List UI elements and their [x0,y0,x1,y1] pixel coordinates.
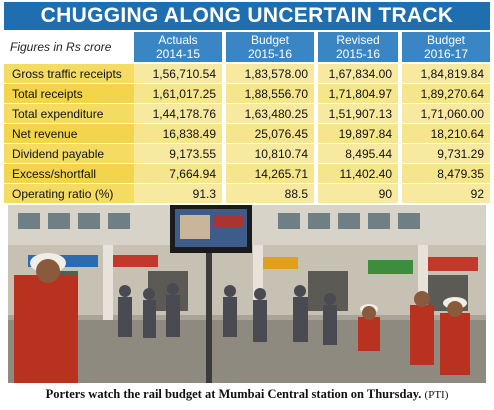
table-cell: 10,810.74 [226,144,314,163]
figures-note: Figures in Rs crore [10,40,112,54]
column-header-budget-2016-17: Budget 2016-17 [402,32,490,62]
table-cell: 1,71,060.00 [402,104,490,123]
table-row: Total receipts 1,61,017.25 1,88,556.70 1… [4,83,490,103]
row-label: Total expenditure [4,104,134,123]
table-row: Dividend payable 9,173.55 10,810.74 8,49… [4,143,490,163]
table-cell: 9,731.29 [402,144,490,163]
table-cell: 1,84,819.84 [402,64,490,83]
table-cell: 8,479.35 [402,164,490,183]
table-cell: 14,265.71 [226,164,314,183]
column-header-line1: Revised [336,33,380,47]
table-cell: 1,83,578.00 [226,64,314,83]
title-banner: CHUGGING ALONG UNCERTAIN TRACK [4,2,490,30]
table-cell: 1,63,480.25 [226,104,314,123]
table-cell: 1,51,907.13 [318,104,398,123]
row-label: Total receipts [4,84,134,103]
column-header-line2: 2014-15 [155,47,201,61]
row-label: Operating ratio (%) [4,184,134,203]
table-cell: 1,67,834.00 [318,64,398,83]
table-cell: 19,897.84 [318,124,398,143]
photo-caption: Porters watch the rail budget at Mumbai … [0,387,494,402]
table-row: Total expenditure 1,44,178.76 1,63,480.2… [4,103,490,123]
table-cell: 90 [318,184,398,203]
column-header-line1: Budget [426,33,466,47]
table-cell: 1,56,710.54 [134,64,222,83]
row-label: Excess/shortfall [4,164,134,183]
table-cell: 1,44,178.76 [134,104,222,123]
table-cell: 25,076.45 [226,124,314,143]
table-cell: 9,173.55 [134,144,222,163]
table-cell: 1,89,270.64 [402,84,490,103]
row-label: Dividend payable [4,144,134,163]
column-header-actuals-2014-15: Actuals 2014-15 [134,32,222,62]
table-cell: 7,664.94 [134,164,222,183]
table-cell: 88.5 [226,184,314,203]
table-row: Operating ratio (%) 91.3 88.5 90 92 [4,183,490,203]
table-cell: 11,402.40 [318,164,398,183]
table-cell: 1,71,804.97 [318,84,398,103]
column-header-line1: Budget [250,33,290,47]
column-header-line2: 2015-16 [247,47,293,61]
column-header-line2: 2016-17 [423,47,469,61]
column-header-revised-2015-16: Revised 2015-16 [318,32,398,62]
caption-text: Porters watch the rail budget at Mumbai … [45,387,422,401]
row-label: Net revenue [4,124,134,143]
table-cell: 92 [402,184,490,203]
column-header-budget-2015-16: Budget 2015-16 [226,32,314,62]
table-header: Figures in Rs crore Actuals 2014-15 Budg… [4,32,490,62]
table-cell: 1,61,017.25 [134,84,222,103]
column-header-line2: 2015-16 [335,47,381,61]
table-cell: 91.3 [134,184,222,203]
table-row: Excess/shortfall 7,664.94 14,265.71 11,4… [4,163,490,183]
page-title: CHUGGING ALONG UNCERTAIN TRACK [40,4,454,27]
caption-credit: (PTI) [424,389,449,401]
row-label: Gross traffic receipts [4,64,134,83]
column-header-line1: Actuals [158,33,198,47]
table-cell: 1,88,556.70 [226,84,314,103]
station-photo [8,205,486,383]
table-cell: 8,495.44 [318,144,398,163]
table-cell: 16,838.49 [134,124,222,143]
table-row: Gross traffic receipts 1,56,710.54 1,83,… [4,63,490,83]
table-row: Net revenue 16,838.49 25,076.45 19,897.8… [4,123,490,143]
table-cell: 18,210.64 [402,124,490,143]
budget-table: Gross traffic receipts 1,56,710.54 1,83,… [4,63,490,203]
